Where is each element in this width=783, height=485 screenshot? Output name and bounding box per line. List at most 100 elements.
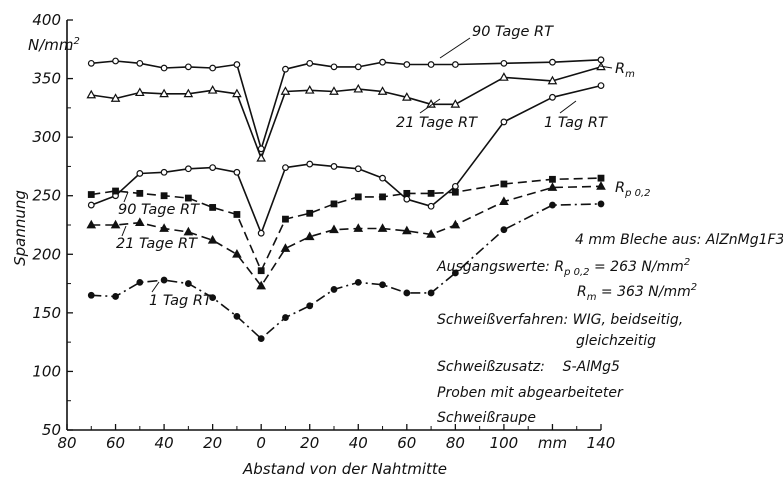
data-point	[136, 59, 144, 67]
data-point	[136, 170, 144, 177]
data-point	[304, 85, 315, 94]
x-tick-label: 60	[397, 434, 416, 452]
x-tick-label: 40	[349, 434, 368, 452]
data-point	[280, 86, 291, 95]
data-point	[549, 175, 556, 183]
data-point	[282, 314, 289, 321]
leader-rm-90	[439, 37, 471, 59]
data-point	[184, 63, 192, 71]
info-line-8: Schweißraupe	[437, 410, 536, 426]
series-5	[87, 200, 605, 343]
data-point	[256, 280, 267, 290]
series-0	[87, 56, 605, 153]
data-point	[427, 61, 435, 68]
data-point	[136, 189, 144, 197]
data-point	[256, 152, 267, 162]
data-point	[547, 75, 558, 85]
info-line-1: 4 mm Bleche aus: AlZnMg1F32	[575, 232, 783, 248]
data-point	[160, 192, 168, 200]
data-point	[110, 219, 121, 229]
data-point	[86, 89, 97, 99]
info-line-6: Schweißzusatz: S-AlMg5	[437, 359, 620, 375]
data-point	[160, 64, 168, 72]
data-point	[354, 279, 362, 286]
data-point	[500, 118, 508, 126]
data-point	[134, 87, 145, 97]
x-tick-label: 140	[587, 434, 616, 452]
series-4	[86, 181, 606, 290]
data-point	[499, 196, 509, 205]
data-point	[597, 200, 605, 208]
series-3	[87, 174, 605, 275]
label-rm-90: 90 Tage RT	[472, 24, 554, 40]
data-point	[306, 302, 314, 310]
data-point	[87, 201, 95, 209]
label-rp-21: 21 Tage RT	[116, 236, 198, 252]
data-point	[184, 194, 192, 202]
leader-rm	[599, 65, 613, 69]
data-point	[209, 294, 217, 302]
data-point	[451, 269, 459, 277]
data-point	[354, 63, 362, 71]
data-point	[207, 85, 218, 94]
info-line-5: gleichzeitig	[576, 333, 656, 349]
data-point	[377, 223, 388, 232]
data-point	[596, 181, 606, 190]
data-point	[451, 188, 459, 196]
y-tick-label: 350	[32, 70, 61, 88]
y-tick-label: 150	[32, 304, 61, 322]
data-point	[209, 164, 217, 172]
info-line-4: Schweißverfahren: WIG, beidseitig,	[437, 312, 683, 328]
data-point	[306, 59, 314, 67]
data-point	[282, 65, 289, 73]
data-point	[87, 191, 95, 198]
data-point	[306, 209, 314, 217]
data-point	[136, 279, 144, 286]
x-tick-label: 100	[490, 434, 519, 452]
x-tick-label: 60	[106, 434, 125, 452]
data-point	[184, 280, 192, 287]
data-point	[209, 204, 217, 211]
leader-rm-21	[419, 98, 441, 114]
data-point	[354, 165, 362, 173]
x-tick-label: mm	[538, 434, 567, 452]
series-line	[91, 59, 602, 150]
info-line-7: Proben mit abgearbeiteter	[437, 385, 624, 401]
y-tick-label: 250	[32, 187, 61, 205]
data-point	[282, 215, 289, 223]
data-point	[499, 72, 509, 81]
data-point	[379, 193, 386, 201]
data-point	[257, 229, 265, 237]
label-rm-1: 1 Tag RT	[544, 115, 608, 131]
data-point	[427, 189, 435, 197]
data-point	[427, 289, 435, 297]
ticks	[66, 19, 602, 431]
y-axis-unit: N/mm2	[28, 36, 80, 54]
label-rp: Rp 0,2	[615, 180, 651, 199]
data-point	[549, 58, 556, 66]
data-point	[112, 187, 119, 195]
leader-rm-1	[559, 100, 577, 114]
x-tick-label: 80	[57, 434, 76, 452]
data-point	[233, 61, 241, 68]
x-tick-label: 20	[300, 434, 319, 452]
data-point	[329, 224, 339, 234]
data-point	[379, 174, 386, 182]
data-point	[86, 219, 97, 229]
data-point	[209, 64, 217, 72]
data-point	[183, 88, 194, 98]
data-point	[549, 93, 556, 101]
label-rm: Rm	[615, 61, 635, 80]
data-point	[401, 225, 412, 235]
data-point	[426, 229, 436, 238]
leader-rp-90	[123, 191, 129, 203]
y-tick-label: 200	[32, 245, 61, 263]
label-rp-1: 1 Tag RT	[149, 293, 213, 309]
info-line-2: Ausgangswerte: Rp 0,2 = 263 N/mm2	[436, 257, 690, 278]
data-point	[403, 289, 411, 297]
data-point	[500, 226, 508, 234]
data-point	[330, 163, 338, 170]
data-point	[112, 57, 119, 65]
series-line	[91, 177, 602, 272]
